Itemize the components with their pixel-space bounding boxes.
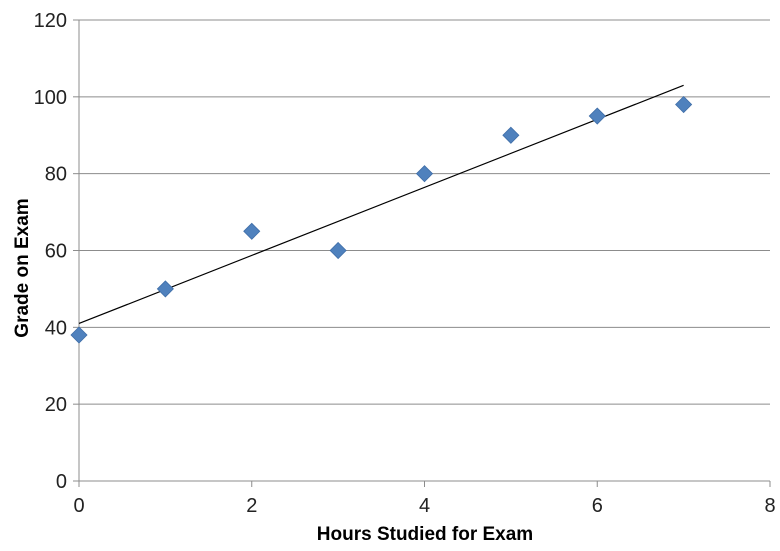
x-tick-label-6: 6	[592, 495, 603, 517]
data-point-1	[156, 280, 174, 298]
x-tick-label-8: 8	[764, 495, 775, 517]
y-tick-label-0: 0	[56, 471, 67, 493]
axes	[73, 19, 771, 487]
trendline	[78, 84, 684, 325]
data-point-6	[588, 107, 606, 125]
data-point-5	[502, 126, 520, 144]
data-point-4	[415, 165, 434, 183]
x-tick-label-0: 0	[73, 495, 84, 517]
tick-labels: 0 20 40 60 80 100 120 0 2 4 6 8	[34, 10, 776, 517]
y-tick-label-120: 120	[34, 10, 67, 32]
y-tick-label-20: 20	[45, 394, 67, 416]
x-axis-title: Hours Studied for Exam	[317, 524, 533, 545]
data-point-2	[243, 222, 261, 240]
data-point-7	[675, 95, 693, 114]
y-tick-label-60: 60	[45, 241, 67, 263]
y-axis-title: Grade on Exam	[12, 198, 33, 337]
data-point-3	[329, 241, 347, 260]
x-tick-label-2: 2	[246, 495, 257, 517]
y-tick-label-40: 40	[45, 317, 67, 339]
gridlines	[79, 19, 770, 405]
x-tick-label-4: 4	[419, 495, 430, 517]
y-tick-label-80: 80	[45, 164, 67, 186]
data-points	[70, 95, 693, 344]
trendline-group	[78, 84, 684, 325]
y-tick-label-100: 100	[34, 87, 67, 109]
data-point-0	[70, 326, 88, 344]
